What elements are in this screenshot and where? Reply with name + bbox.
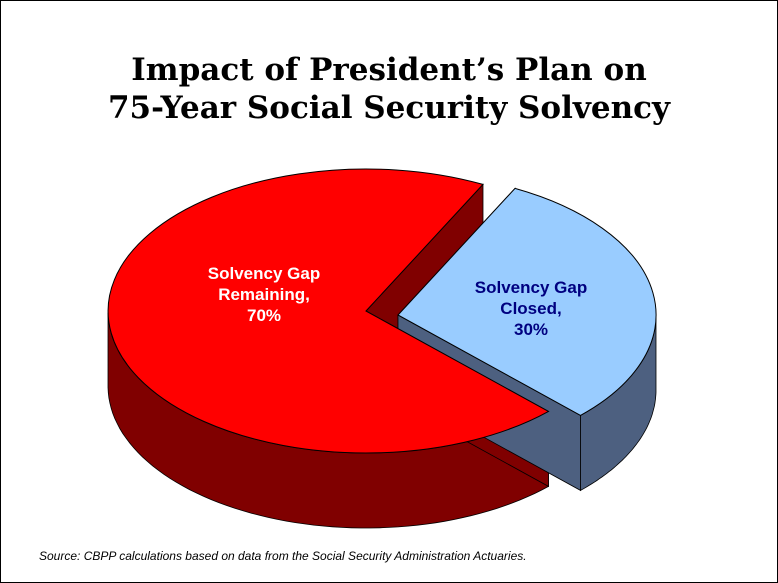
slice-closed-top xyxy=(397,187,657,416)
title-line-1: Impact of President’s Plan on xyxy=(131,52,647,88)
pie-top-faces xyxy=(107,168,657,454)
slice-remaining-top xyxy=(107,168,550,454)
chart-title: Impact of President’s Plan on 75-Year So… xyxy=(1,51,777,127)
slice-remaining-label-line: 70% xyxy=(247,306,281,325)
slice-remaining-label: Solvency Gap Remaining, 70% xyxy=(208,264,320,325)
slice-closed-label-line: Solvency Gap xyxy=(475,278,587,297)
source-note: Source: CBPP calculations based on data … xyxy=(39,549,527,563)
slice-closed-label: Solvency Gap Closed, 30% xyxy=(475,278,587,339)
pie-labels: Solvency Gap Remaining, 70% Solvency Gap Clo… xyxy=(208,264,587,339)
slice-remaining-label-line: Remaining, xyxy=(218,285,310,304)
title-line-2: 75-Year Social Security Solvency xyxy=(107,90,671,126)
slice-closed-label-line: 30% xyxy=(514,320,548,339)
slice-closed-label-line: Closed, xyxy=(500,299,561,318)
slice-remaining-label-line: Solvency Gap xyxy=(208,264,320,283)
